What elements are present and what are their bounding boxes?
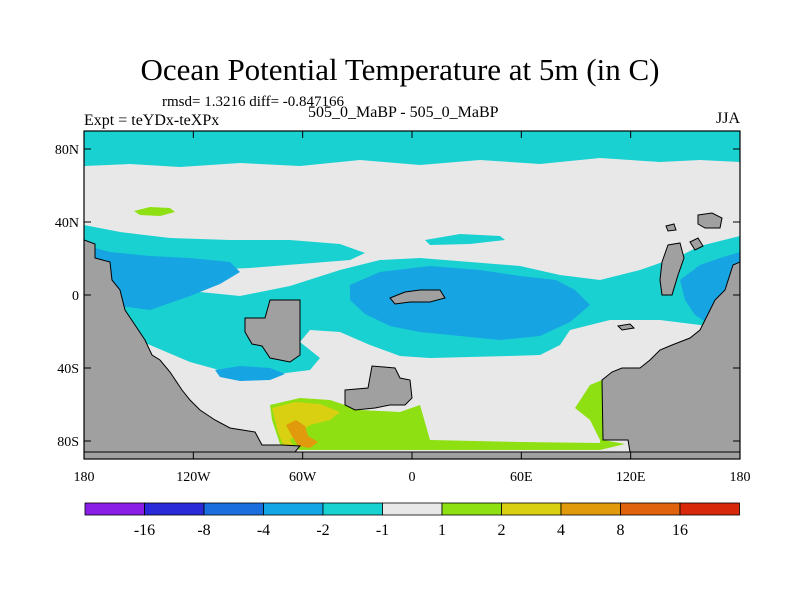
x-tick-label: 0	[409, 470, 416, 485]
colorbar-swatch	[441, 502, 502, 516]
y-tick-label: 40S	[57, 362, 79, 377]
land-islet-1	[616, 323, 636, 331]
y-tick-label: 80N	[55, 143, 79, 158]
colorbar: -16 -8 -4 -2 -1 1 2 4 8 16	[84, 502, 740, 539]
colorbar-swatch	[263, 502, 324, 516]
colorbar-swatch	[501, 502, 562, 516]
land-islet-2	[665, 223, 677, 232]
season-label: JJA	[716, 110, 741, 127]
x-tick-label: 60E	[510, 470, 533, 485]
colorbar-label: 8	[617, 522, 625, 539]
x-tick-label: 120E	[616, 470, 646, 485]
orange-region-south	[286, 420, 318, 448]
map-axes: 80N 40N 0 40S 80S 180 120W 60W 0 60E 120E 180	[55, 131, 751, 485]
blue-region-pacific-west	[84, 245, 240, 310]
land-africa	[244, 299, 301, 363]
y-tick-label: 40N	[55, 216, 79, 231]
land-island-equatorial	[389, 289, 446, 305]
x-tick-label: 60W	[289, 470, 317, 485]
colorbar-swatch	[620, 502, 681, 516]
colorbar-label: 1	[438, 522, 446, 539]
colorbar-swatch	[322, 502, 383, 516]
land-masses	[84, 212, 740, 459]
land-south-america	[84, 239, 302, 453]
colorbar-label: -4	[257, 522, 270, 539]
y-tick-label: 0	[72, 289, 79, 304]
colorbar-label: 2	[498, 522, 506, 539]
colorbar-label: -16	[134, 522, 155, 539]
colorbar-label: -8	[197, 522, 210, 539]
colorbar-swatch	[144, 502, 205, 516]
land-island-east-2	[697, 212, 723, 229]
y-tick-label: 80S	[57, 435, 79, 450]
green-patch-north	[134, 207, 175, 216]
colorbar-swatch	[382, 502, 443, 516]
green-region-south	[270, 380, 625, 450]
case-label: 505_0_MaBP - 505_0_MaBP	[308, 104, 499, 121]
colorbar-label: -1	[376, 522, 389, 539]
map-field	[84, 131, 740, 459]
blue-region-south	[215, 366, 285, 381]
cyan-patch-north	[425, 234, 505, 245]
colorbar-label: -2	[316, 522, 329, 539]
colorbar-swatch	[560, 502, 621, 516]
land-island-east-1	[659, 242, 685, 296]
x-tick-label: 120W	[176, 470, 211, 485]
land-island-east-3	[689, 237, 704, 251]
colorbar-label: 16	[672, 522, 688, 539]
colorbar-label: 4	[557, 522, 565, 539]
colorbar-swatch	[84, 502, 145, 516]
land-south-block	[344, 365, 413, 411]
blue-region-equatorial	[350, 266, 590, 340]
colorbar-swatch	[203, 502, 264, 516]
land-east-continent	[601, 261, 740, 453]
x-tick-label: 180	[74, 470, 95, 485]
chart-title: Ocean Potential Temperature at 5m (in C)	[140, 52, 660, 87]
arctic-cyan-region	[84, 131, 740, 167]
colorbar-swatch	[679, 502, 740, 516]
x-tick-label: 180	[730, 470, 751, 485]
experiment-label: Expt = teYDx-teXPx	[84, 112, 220, 129]
yellow-region-south	[272, 402, 340, 450]
stats-label: rmsd= 1.3216 diff= -0.847166	[162, 94, 345, 110]
